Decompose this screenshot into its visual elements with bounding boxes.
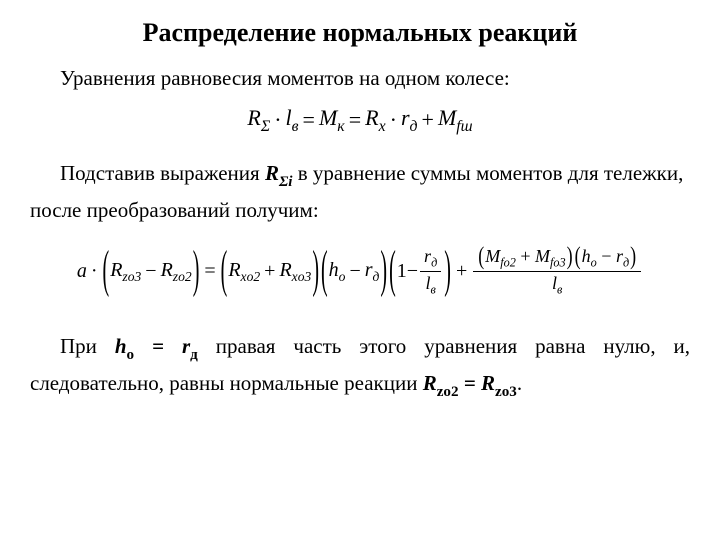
eq1-Rx: Rx <box>365 105 385 135</box>
eq2-rp3: ) <box>380 242 387 302</box>
eq1-Mk: Mк <box>319 105 345 135</box>
body-paragraph-2: При hо = rд правая часть этого уравнения… <box>30 330 690 403</box>
eq2-plus2: + <box>456 260 467 283</box>
body2-Rzo2: Rzо2 <box>423 371 459 395</box>
eq1-lv: lв <box>286 105 299 135</box>
eq2-ho1: hо <box>329 259 346 285</box>
body1-Rsym: RΣi <box>265 161 293 185</box>
eq1-eq1: = <box>301 107 317 133</box>
eq2-lp4: ( <box>389 242 396 302</box>
body2-period: . <box>517 371 522 395</box>
eq2-Rzo2: Rzо2 <box>161 259 192 285</box>
equation-2: a · ( Rzо3 − Rzо2 ) = ( Rxо2 + Rxо3 ) ( … <box>30 247 690 297</box>
eq2-rp2: ) <box>312 242 319 302</box>
body2-rd: rд <box>182 334 198 358</box>
eq2-lp1: ( <box>103 242 110 302</box>
eq2-frac2: (Mfо2 + Mfо3)(hо − rд) lв <box>473 247 641 297</box>
eq2-minus2: − <box>349 260 360 283</box>
lead-paragraph: Уравнения равновесия моментов на одном к… <box>30 66 690 91</box>
eq2-eq: = <box>204 260 215 283</box>
body1-text-a: Подставив выражения <box>60 161 265 185</box>
body2-eqsign2: = <box>459 371 481 395</box>
body2-text-a: При <box>60 334 115 358</box>
page: Распределение нормальных реакций Уравнен… <box>0 0 720 540</box>
eq1-dot2: · <box>388 107 399 133</box>
eq2-a: a <box>77 260 87 283</box>
eq2-frac1: rд lв <box>420 247 441 297</box>
eq2-Rxo3: Rxо3 <box>279 259 311 285</box>
equation-1: RΣ · lв = Mк = Rx · rд + Mfш <box>30 105 690 135</box>
eq2-lp3: ( <box>321 242 328 302</box>
eq2-plus1: + <box>264 260 275 283</box>
eq2-one: 1 <box>397 260 407 283</box>
eq1-dot1: · <box>272 107 283 133</box>
eq2-rp4: ) <box>444 242 451 302</box>
eq1-plus: + <box>420 107 436 133</box>
eq2-lp2: ( <box>221 242 228 302</box>
eq1-eq2: = <box>347 107 363 133</box>
eq1-Mfsh: Mfш <box>438 105 473 135</box>
eq1-rd: rд <box>401 105 418 135</box>
eq2-dot1: · <box>91 260 98 283</box>
body2-eqsign: = <box>134 334 182 358</box>
eq2-Rxo2: Rxо2 <box>228 259 260 285</box>
eq2-rp1: ) <box>193 242 200 302</box>
body-paragraph-1: Подставив выражения RΣi в уравнение сумм… <box>30 157 690 226</box>
body2-Rzo3: Rzо3 <box>481 371 517 395</box>
eq1-Rsigma: RΣ <box>247 105 270 135</box>
eq2-minus1: − <box>145 260 156 283</box>
eq2-minus3: − <box>407 260 418 283</box>
eq2-Rzo3: Rzо3 <box>110 259 141 285</box>
eq2-rd1: rд <box>365 259 380 285</box>
page-title: Распределение нормальных реакций <box>30 18 690 48</box>
body2-ho: hо <box>115 334 134 358</box>
